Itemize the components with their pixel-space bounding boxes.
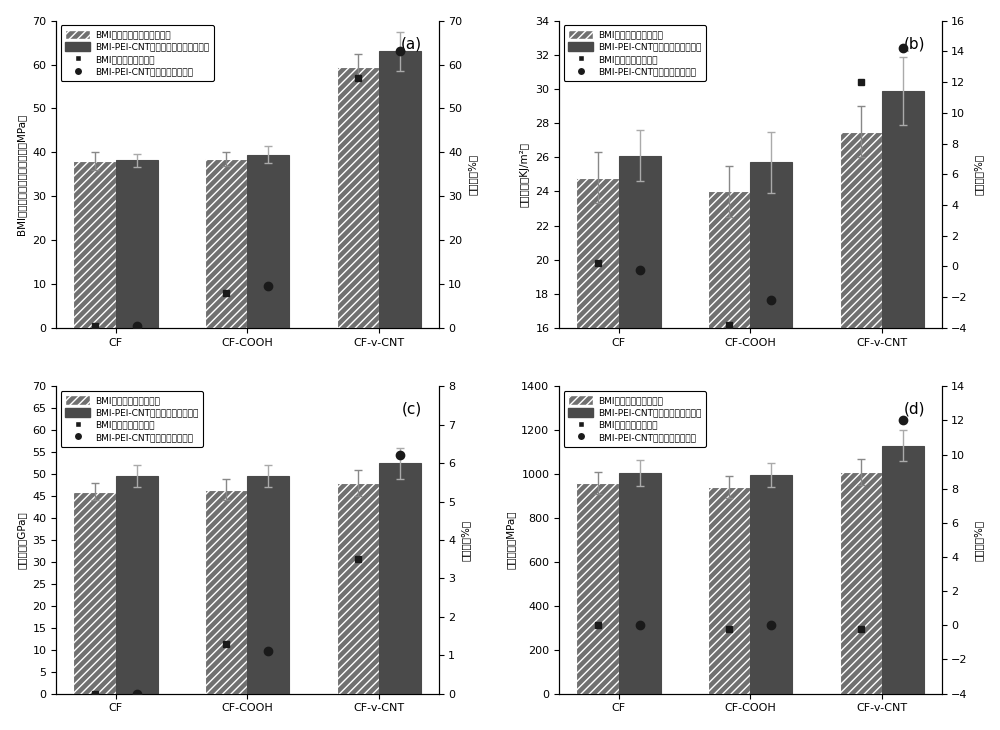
Bar: [882, 445, 924, 694]
Bar: [337, 66, 379, 328]
Bar: [379, 463, 421, 694]
Bar: [337, 483, 379, 694]
Bar: [619, 155, 661, 601]
Bar: [73, 492, 116, 694]
Legend: BMI复合材料的弯曲模量, BMI-PEI-CNT复合材料的弯曲模量, BMI复合材料的变化率, BMI-PEI-CNT复合材料的变化率: BMI复合材料的弯曲模量, BMI-PEI-CNT复合材料的弯曲模量, BMI复…: [61, 391, 203, 447]
Y-axis label: 弯曲强度（MPa）: 弯曲强度（MPa）: [506, 511, 516, 569]
Bar: [576, 483, 619, 694]
Bar: [247, 477, 289, 694]
Y-axis label: BMI复合材料的界面剪切强度（MPa）: BMI复合材料的界面剪切强度（MPa）: [17, 114, 27, 235]
Bar: [708, 191, 750, 601]
Bar: [576, 177, 619, 601]
Bar: [882, 91, 924, 601]
Bar: [379, 51, 421, 328]
Bar: [619, 473, 661, 694]
Bar: [73, 161, 116, 328]
Legend: BMI复合材料的弯曲强度, BMI-PEI-CNT复合材料的弯曲强度, BMI复合材料的变化率, BMI-PEI-CNT复合材料的变化率: BMI复合材料的弯曲强度, BMI-PEI-CNT复合材料的弯曲强度, BMI复…: [564, 391, 706, 447]
Bar: [840, 472, 882, 694]
Bar: [205, 159, 247, 328]
Bar: [840, 131, 882, 601]
Bar: [708, 488, 750, 694]
Bar: [750, 162, 792, 601]
Bar: [205, 490, 247, 694]
Legend: BMI复合材料的冲击强度, BMI-PEI-CNT复合材料的冲击强度, BMI复合材料的变化率, BMI-PEI-CNT复合材料的变化率: BMI复合材料的冲击强度, BMI-PEI-CNT复合材料的冲击强度, BMI复…: [564, 25, 706, 81]
Y-axis label: 冲击强度（KJ/m²）: 冲击强度（KJ/m²）: [520, 142, 530, 207]
Text: (c): (c): [402, 402, 422, 417]
Text: (a): (a): [401, 36, 422, 51]
Y-axis label: 弯曲模量（GPa）: 弯曲模量（GPa）: [17, 511, 27, 569]
Bar: [116, 161, 158, 328]
Bar: [247, 155, 289, 328]
Text: (b): (b): [904, 36, 926, 51]
Legend: BMI复合材料的界面剪切强度, BMI-PEI-CNT复合材料的界面剪切强度, BMI复合材料的变化率, BMI-PEI-CNT复合材料的变化率: BMI复合材料的界面剪切强度, BMI-PEI-CNT复合材料的界面剪切强度, …: [61, 25, 214, 81]
Bar: [750, 475, 792, 694]
Bar: [116, 477, 158, 694]
Y-axis label: 变化率（%）: 变化率（%）: [973, 520, 983, 561]
Text: (d): (d): [904, 402, 926, 417]
Y-axis label: 变化率（%）: 变化率（%）: [973, 154, 983, 195]
Y-axis label: 变化率（%）: 变化率（%）: [468, 154, 478, 195]
Y-axis label: 变化率（%）: 变化率（%）: [461, 520, 471, 561]
